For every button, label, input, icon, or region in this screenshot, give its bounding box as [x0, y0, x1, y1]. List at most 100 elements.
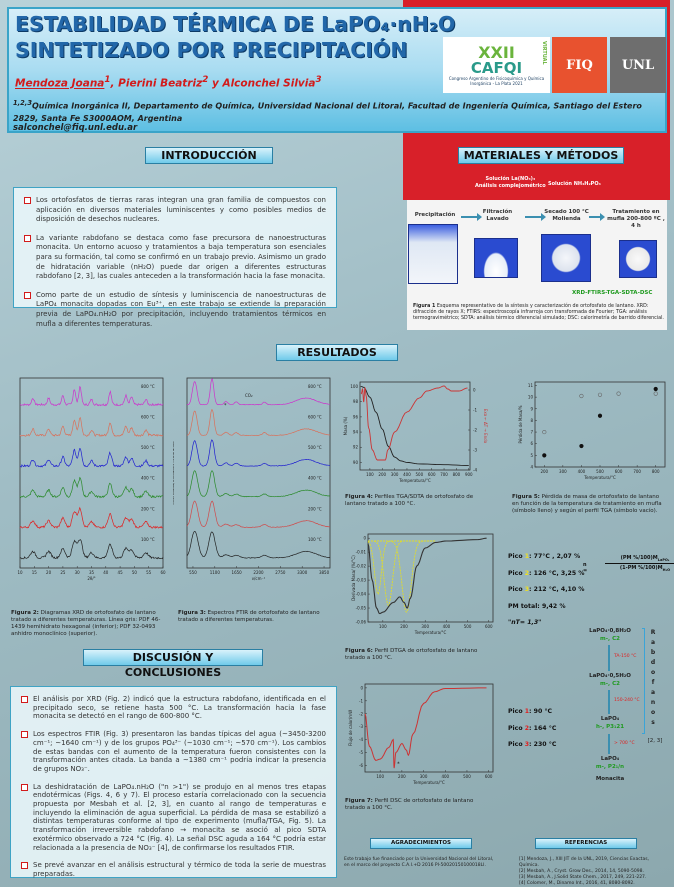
x-tick-label: 40	[103, 570, 109, 575]
x-tick-label: 2200	[253, 570, 264, 575]
unl-logo: UNL	[610, 37, 666, 93]
figure-3-caption: Figura 3: Espectros FTIR de ortofosfato …	[178, 610, 320, 623]
x-tick-label: 1100	[210, 570, 221, 575]
spectrum-100c	[19, 539, 164, 560]
figure-2-xrd: 10152025303540455055602θ/°Intensidad/Uni…	[17, 377, 166, 581]
x-tick-label: 1650	[232, 570, 243, 575]
x-tick-label: 500	[596, 469, 604, 474]
star-marker: *	[397, 762, 400, 768]
figure-1-caption: Figura 1 Esquema representativo de la sí…	[413, 304, 664, 321]
contact-email[interactable]: salconchel@fiq.unl.edu.ar	[13, 123, 138, 133]
y-axis-label: Intensidad/Unidades Arbitrarias	[173, 441, 175, 504]
spectrum-400c	[19, 476, 164, 499]
x-tick-label: 45	[118, 570, 124, 575]
rabdofanos-label: Rabdofanos	[650, 629, 656, 726]
temperature-label: 600 °C	[141, 414, 155, 419]
x-tick-label: 2750	[275, 570, 286, 575]
plot-frame	[364, 683, 494, 773]
figure-4-caption: Figura 4: Perfiles TGA/SDTA de ortofosfa…	[345, 494, 474, 507]
discussion-heading: DISCUSIÓN Y CONCLUSIONES	[83, 649, 263, 679]
techniques: XRD-FTIRS-TGA-SDTA-DSC	[572, 290, 653, 296]
discussion-bullet: Los espectros FTIR (Fig. 3) presentaron …	[21, 730, 326, 774]
references-heading: REFERENCIAS	[535, 838, 637, 849]
x-tick-label: 300	[559, 469, 567, 474]
y2-axis-label: Exo ← ΔT → Endo	[483, 409, 488, 444]
plot-frame	[534, 381, 666, 468]
cafqi-logo: XXII CAFQI Congreso Argentino de Fisicoq…	[443, 37, 550, 93]
y-axis-label: Derivada Masa/ (%/°C)	[351, 555, 356, 601]
x-axis-label: ν/cm⁻¹	[252, 576, 266, 581]
monacita-label: Monacita	[595, 776, 625, 782]
intro-heading: INTRODUCCIÓN	[145, 147, 273, 164]
data-point-mufla	[653, 386, 658, 392]
x-tick-label: 500	[464, 624, 472, 629]
figure-3-ftir: 550 1100 1650 2200 2750 3300 3850 ν/cm⁻¹ Intensi…	[173, 377, 331, 581]
authors: Mendoza Joana1, Pierini Beatriz2 y Alcon…	[15, 75, 322, 90]
acknowledgements-text: Este trabajo fue financiado por la Unive…	[344, 857, 494, 868]
figure-4-tga-sdta: 100 200 300 400 500 600 700 800 900 90 92 94 96 98 100…	[343, 381, 488, 483]
temperature-label: 800 °C	[141, 384, 155, 389]
arrow-icon	[525, 213, 546, 221]
y-tick-label: 11	[528, 383, 534, 388]
intro-bullet: Los ortofosfatos de tierras raras integr…	[24, 196, 326, 225]
intro-bullet: La variante rabdofano se destaca como fa…	[24, 234, 326, 282]
arrow-icon	[461, 213, 482, 221]
spectrum-800c	[186, 378, 331, 406]
star-marker: *	[224, 403, 227, 409]
figure-6-caption: Figura 6: Perfil DTGA de ortofosfato de …	[345, 648, 478, 661]
x-axis-label: 2θ/°	[87, 576, 95, 581]
x-tick-label: 10	[17, 570, 23, 575]
arrow-down-icon	[608, 690, 610, 714]
dsc-peaks: Pico 1: 90 °C Pico 2: 164 °C Pico 3: 230…	[508, 708, 557, 748]
y-tick-label: -6	[359, 763, 363, 768]
gaussian-fit	[368, 540, 436, 613]
data-point-tga	[542, 429, 547, 435]
poster-title: ESTABILIDAD TÉRMICA DE LaPO₄·nH₂O SINTET…	[15, 12, 456, 62]
series-dsc	[364, 687, 487, 769]
x-tick-label: 100	[379, 624, 387, 629]
series-dtga	[367, 537, 487, 615]
acknowledgements-heading: AGRADECIMIENTOS	[370, 838, 472, 849]
figure-7-dsc: 100 200 300 400 500 600 0 -1 -2 -3 -4 -5 -6 Temperatu…	[348, 683, 494, 785]
methods-heading: MATERIALES Y MÉTODOS	[458, 147, 624, 164]
y-tick-label: -2	[473, 428, 477, 433]
figure-6-dtga: 100 200 300 400 500 600 0 -0.01 -0.02 -0.03 -0.04 -…	[351, 533, 494, 635]
spectrum-400c	[186, 470, 331, 498]
temperature-label: 200 °C	[141, 506, 155, 511]
y-tick-label: -5	[359, 750, 363, 755]
x-tick-label: 600	[615, 469, 623, 474]
y-tick-label: 9	[530, 406, 533, 411]
x-tick-label: 550	[189, 570, 197, 575]
step-calcination: Tratamiento en mufla 200-800 ºC , 4 h	[607, 209, 665, 229]
x-tick-label: 300	[420, 774, 428, 779]
arrow-down-icon	[608, 734, 610, 754]
y-tick-label: -4	[359, 737, 363, 742]
spectrum-200c	[19, 506, 164, 529]
plot-frame	[359, 381, 471, 471]
y-axis-label: Pérdida de Masa/%	[518, 405, 523, 443]
mortar-photo	[541, 234, 591, 282]
spectrum-200c	[186, 500, 331, 528]
data-point-tga	[579, 393, 584, 399]
title-banner: ESTABILIDAD TÉRMICA DE LaPO₄·nH₂O SINTET…	[7, 7, 667, 133]
y-tick-label: 8	[530, 418, 533, 423]
temperature-label: 200 °C	[308, 506, 322, 511]
pm-total: PM total: 9,42 %	[508, 602, 566, 610]
spectrum-600c	[19, 417, 164, 437]
x-tick-label: 60	[160, 570, 166, 575]
fiq-logo: FIQ	[552, 37, 607, 93]
x-tick-label: 500	[416, 472, 424, 477]
y-tick-label: 92	[353, 445, 359, 450]
y-tick-label: 0	[360, 685, 363, 690]
spectrum-800c	[19, 385, 164, 407]
y-tick-label: 10	[528, 395, 534, 400]
spectrum-500c	[19, 447, 164, 468]
co2-label: CO₂	[245, 393, 253, 398]
x-tick-label: 400	[443, 624, 451, 629]
reference-item: [3] Mesbah, A., J.Solid State Chem., 201…	[519, 875, 647, 880]
x-tick-label: 200	[400, 624, 408, 629]
figure-7-caption: Figura 7: Perfil DSC de ortofosfato de l…	[345, 798, 474, 811]
temperature-label: 100 °C	[308, 537, 322, 542]
affiliation: 1,2,3Química Inorgánica II, Departamento…	[13, 99, 642, 123]
x-tick-label: 300	[391, 472, 399, 477]
